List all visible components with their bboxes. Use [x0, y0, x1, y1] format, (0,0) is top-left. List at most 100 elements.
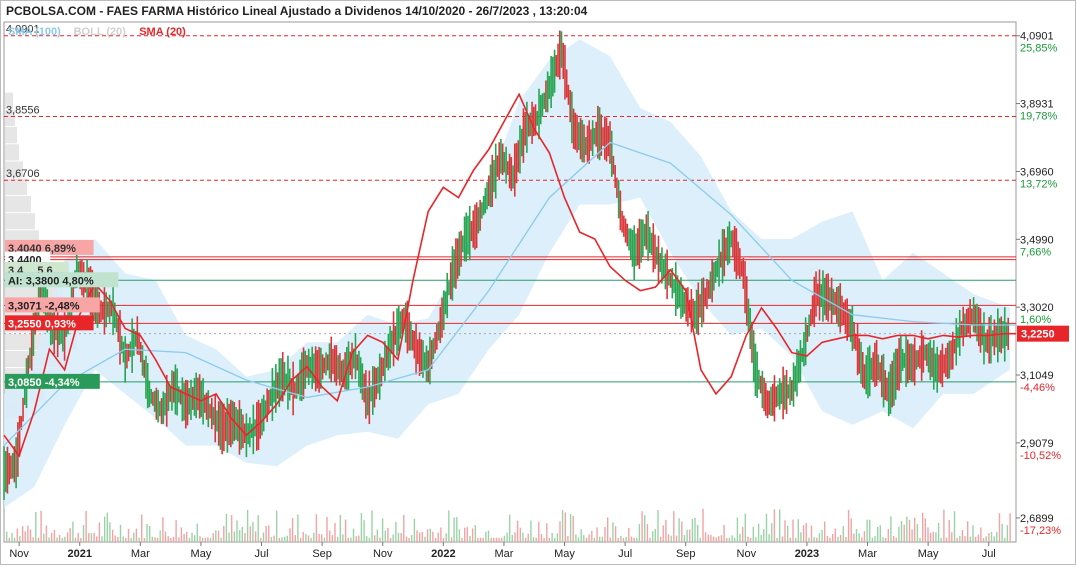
volume-bar	[887, 529, 889, 542]
volume-bar	[612, 522, 614, 542]
level-tag-text: 3,2550 0,93%	[8, 318, 76, 330]
volume-bar	[24, 531, 26, 542]
volume-bar	[323, 537, 326, 542]
volume-bar	[749, 537, 752, 542]
volume-bar	[861, 537, 863, 542]
x-axis-label: May	[554, 548, 575, 560]
volume-bar	[813, 537, 815, 542]
volume-bar	[583, 535, 585, 542]
volume-bar	[276, 510, 278, 542]
volume-bar	[935, 532, 937, 542]
volume-bar	[313, 532, 315, 542]
volume-bar	[824, 521, 826, 542]
volume-bar	[471, 528, 474, 542]
volume-bar	[268, 525, 270, 542]
volume-bar	[162, 517, 164, 542]
volume-bar	[13, 537, 16, 542]
volume-bar	[479, 537, 482, 542]
volume-bar	[998, 513, 1001, 542]
volume-bar	[850, 518, 852, 542]
volume-bar	[884, 538, 887, 542]
x-axis-label: Nov	[9, 548, 29, 560]
volume-bar	[511, 534, 513, 542]
volume-bar	[712, 536, 715, 542]
volume-bar	[784, 520, 786, 542]
volume-bar	[408, 538, 410, 542]
volume-bar	[720, 535, 723, 542]
volume-bar	[27, 525, 29, 542]
volume-bar	[704, 532, 707, 542]
volume-bar	[670, 535, 672, 542]
x-axis-label: 2023	[795, 548, 819, 560]
volume-bar	[482, 537, 484, 542]
volume-bar	[853, 533, 855, 542]
volume-bar	[111, 529, 114, 542]
volume-bar	[501, 537, 503, 542]
volume-bar	[51, 532, 53, 542]
volume-bar	[294, 535, 296, 542]
volume-bar	[114, 535, 116, 542]
volume-bar	[315, 514, 318, 542]
volume-bar	[88, 533, 90, 542]
volume-bar	[614, 526, 617, 542]
volume-bar	[201, 537, 204, 542]
volume-bar	[509, 514, 511, 542]
volume-bar	[554, 538, 556, 542]
volume-bar	[429, 528, 431, 542]
level-tag	[5, 297, 100, 313]
volume-bar	[1004, 537, 1006, 542]
x-axis-label: Nov	[737, 548, 757, 560]
volume-bar	[577, 537, 580, 542]
volume-bar	[85, 510, 87, 542]
volume-bar	[538, 521, 540, 542]
volume-bar	[133, 532, 135, 542]
volume-bar	[546, 523, 548, 542]
volume-bar	[48, 537, 50, 542]
volume-bar	[699, 538, 701, 542]
volume-bar	[580, 529, 582, 542]
volume-bar	[800, 532, 802, 542]
volume-bar	[326, 517, 328, 542]
volume-bar	[215, 530, 217, 542]
volume-bar	[32, 537, 34, 542]
volume-bar	[286, 535, 288, 542]
level-tag	[5, 315, 94, 331]
volume-bar	[159, 530, 161, 542]
volume-bar	[882, 537, 884, 542]
volume-bar	[866, 519, 868, 542]
volume-bar	[170, 537, 172, 542]
volume-bar	[937, 522, 940, 542]
chart-legend: SMA (100) BOLL (20) SMA (20)	[8, 26, 186, 38]
volume-bar	[768, 534, 770, 542]
volume-bar	[953, 511, 956, 542]
volume-bar	[829, 537, 831, 542]
volume-bar	[588, 534, 590, 542]
volume-bar	[996, 532, 998, 542]
legend-item: SMA (20)	[139, 26, 186, 38]
volume-bar	[673, 511, 675, 542]
volume-bar	[620, 536, 622, 542]
volume-bar	[898, 526, 900, 542]
volume-bar	[638, 524, 641, 542]
volume-bar	[397, 532, 400, 542]
volume-bar	[760, 534, 762, 542]
volume-bar	[916, 524, 919, 542]
volume-bar	[826, 536, 829, 542]
volume-bar	[530, 520, 532, 542]
volume-bar	[747, 536, 749, 542]
volume-bar	[771, 523, 773, 542]
volume-bar	[141, 514, 143, 542]
x-axis-label: 2022	[431, 548, 455, 560]
volume-bar	[167, 536, 169, 542]
volume-bar	[808, 537, 810, 542]
volume-bar	[445, 533, 447, 542]
volume-bar	[956, 537, 958, 542]
volume-bar	[273, 535, 275, 542]
volume-bar	[90, 533, 93, 542]
volume-bar	[924, 518, 926, 542]
volume-bar	[80, 538, 82, 542]
volume-bar	[164, 531, 167, 542]
volume-bar	[834, 528, 836, 542]
volume-bar	[74, 537, 77, 542]
volume-bar	[448, 510, 450, 542]
